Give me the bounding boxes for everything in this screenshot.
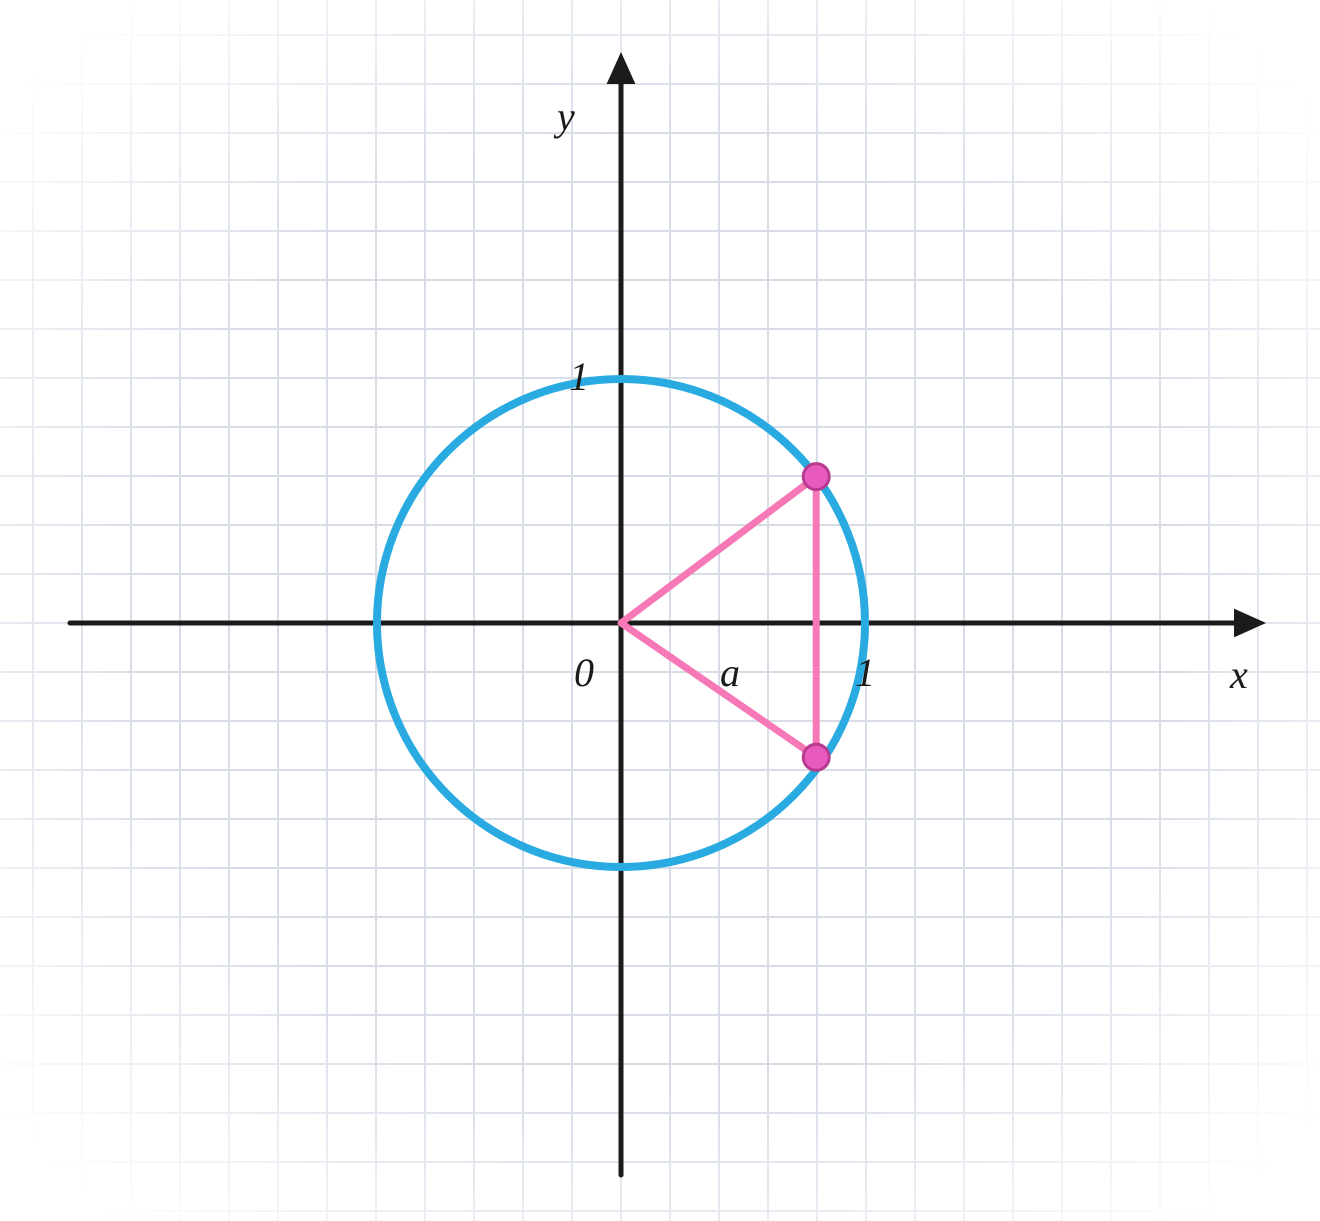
a-label: a [720, 650, 740, 695]
y-axis-label: y [553, 94, 575, 139]
one-y-label: 1 [569, 354, 589, 399]
one-x-label: 1 [855, 650, 875, 695]
plot-svg: x y 0 a 1 1 [0, 0, 1320, 1221]
origin-label: 0 [574, 650, 594, 695]
plot-background [0, 0, 1320, 1221]
plot-container: x y 0 a 1 1 [0, 0, 1320, 1221]
point-1 [803, 464, 829, 490]
x-axis-label: x [1229, 652, 1248, 697]
point-2 [803, 744, 829, 770]
